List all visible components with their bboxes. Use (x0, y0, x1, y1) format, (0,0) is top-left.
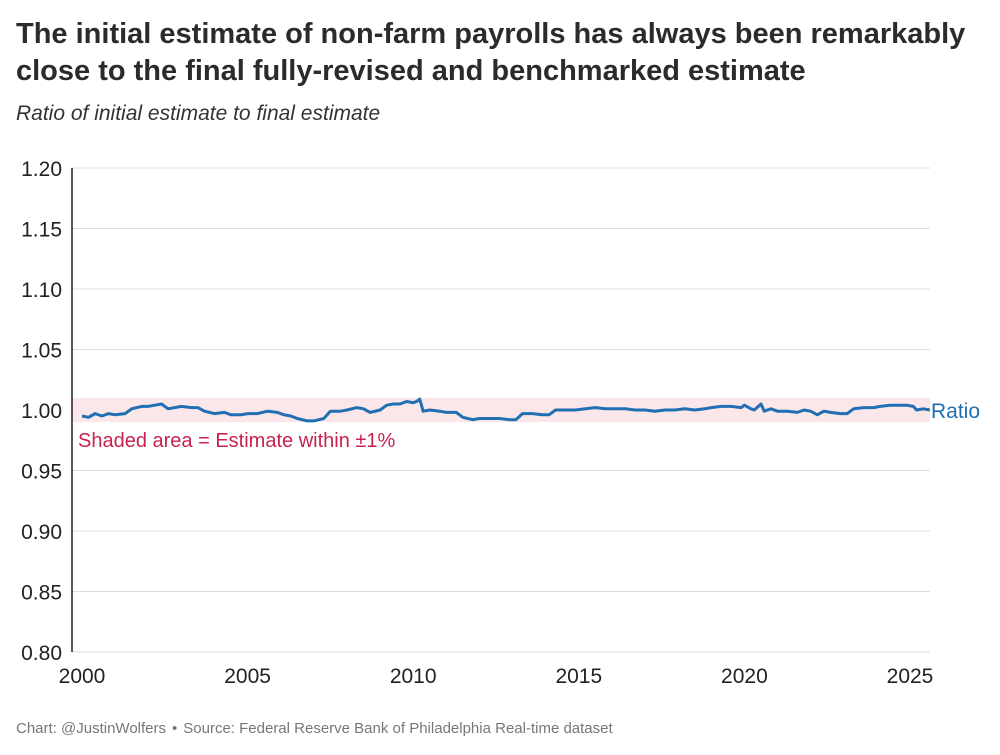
y-tick-label: 0.80 (21, 642, 62, 665)
x-tick-label: 2005 (224, 665, 271, 688)
y-tick-label: 0.95 (21, 461, 62, 484)
chart-subtitle: Ratio of initial estimate to final estim… (16, 102, 381, 125)
y-tick-label: 1.10 (21, 279, 62, 302)
x-tick-label: 2010 (390, 665, 437, 688)
chart-title: The initial estimate of non-farm payroll… (16, 18, 966, 87)
chart-credit: Chart: @JustinWolfers (16, 720, 166, 737)
chart-footer: Chart: @JustinWolfers • Source: Federal Re… (16, 720, 613, 737)
footer-separator: • (172, 720, 178, 737)
y-tick-label: 1.05 (21, 340, 62, 363)
y-tick-label: 1.00 (21, 400, 62, 423)
ratio-series-label: Ratio (931, 400, 980, 423)
y-tick-label: 1.20 (21, 158, 62, 181)
x-tick-label: 2025 (887, 665, 934, 688)
y-axis-ticks: 0.80 0.85 0.90 0.95 1.00 1.05 1.10 1.15 1.20 (21, 158, 62, 665)
ratio-series-line (81, 397, 931, 423)
line-chart: 0.80 0.85 0.90 0.95 1.00 1.05 1.10 1.15 1.20 200… (21, 158, 980, 688)
x-tick-label: 2015 (555, 665, 602, 688)
band-annotation: Shaded area = Estimate within ±1% (78, 430, 395, 452)
chart-source: Source: Federal Reserve Bank of Philadel… (183, 720, 613, 737)
y-tick-label: 0.90 (21, 521, 62, 544)
x-tick-label: 2020 (721, 665, 768, 688)
x-tick-label: 2000 (59, 665, 106, 688)
y-tick-label: 1.15 (21, 219, 62, 242)
y-tick-label: 0.85 (21, 582, 62, 605)
x-axis-ticks: 2000 2005 2010 2015 2020 2025 (59, 665, 934, 688)
